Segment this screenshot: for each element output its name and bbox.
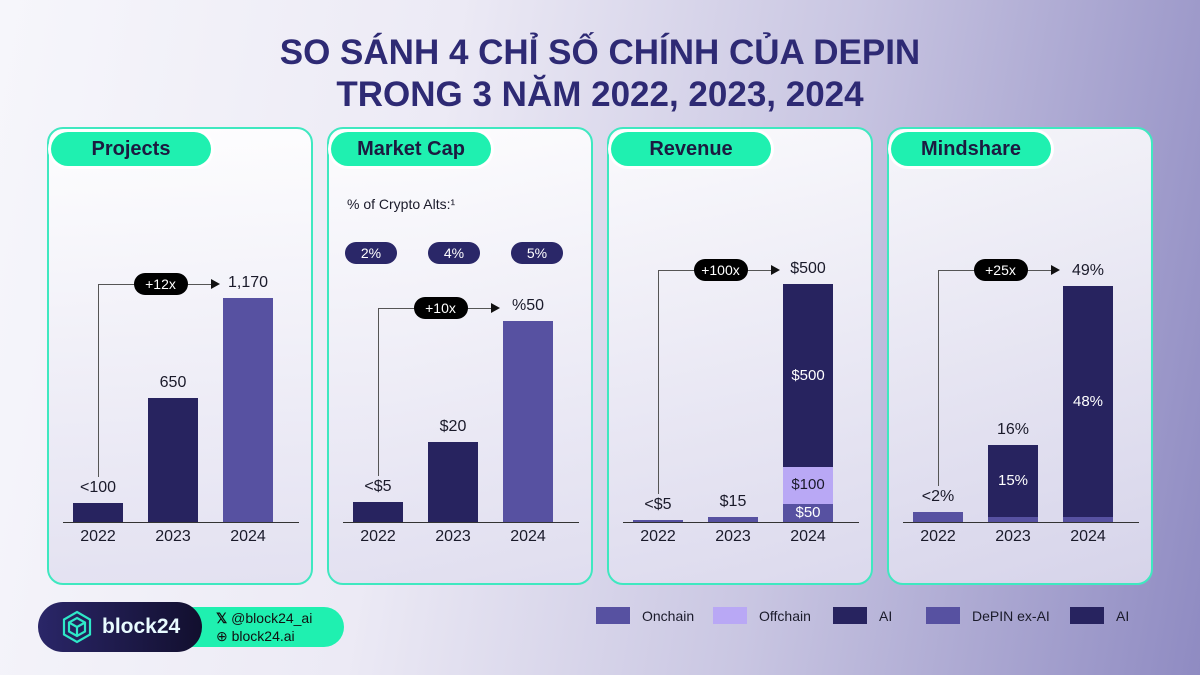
brand-name: block24 <box>102 615 181 638</box>
website-link[interactable]: ⊕ block24.ai <box>216 627 312 645</box>
legend-depin-ex-ai: DePIN ex-AI <box>926 607 1050 624</box>
legend-label: AI <box>879 607 893 624</box>
growth-multiplier: +12x <box>133 273 188 295</box>
legend-ai-mindshare: AI <box>1070 607 1129 624</box>
bar <box>73 502 123 522</box>
bar-ai <box>783 284 833 468</box>
growth-line <box>378 308 379 476</box>
growth-line <box>98 284 99 477</box>
bar-onchain <box>633 520 683 522</box>
growth-multiplier: +10x <box>413 297 468 319</box>
arrow-head-icon <box>771 265 780 275</box>
bar-segment-label: 15% <box>997 472 1029 490</box>
legend-label: Onchain <box>642 607 695 624</box>
bar-value-label: 16% <box>996 420 1030 438</box>
bar <box>223 298 273 522</box>
x-tick-label: 2023 <box>435 528 471 545</box>
share-pill: 2% <box>345 242 397 264</box>
bar-depin-ex-ai <box>913 512 963 522</box>
bar-offchain <box>783 467 833 504</box>
bar-onchain <box>708 516 758 522</box>
x-tick-label: 2024 <box>230 528 266 545</box>
legend-label: DePIN ex-AI <box>972 607 1050 624</box>
x-tick-label: 2024 <box>1070 528 1106 545</box>
baseline <box>903 522 1139 523</box>
legend-label: AI <box>1116 607 1130 624</box>
x-tick-label: 2024 <box>510 528 546 545</box>
title-line-2: TRONG 3 NĂM 2022, 2023, 2024 <box>336 75 864 114</box>
bar-segment-label: 48% <box>1072 392 1104 410</box>
chart-title-tab: Mindshare <box>891 132 1051 166</box>
legend-label: Offchain <box>759 607 811 624</box>
x-tick-label: 2024 <box>790 528 826 545</box>
bar-value-label: %50 <box>511 297 545 314</box>
x-icon: 𝕏 <box>216 610 232 626</box>
arrow-head-icon <box>1051 265 1060 275</box>
growth-line <box>658 270 659 494</box>
x-tick-label: 2022 <box>920 528 956 545</box>
bar <box>428 441 478 522</box>
x-tick-label: 2023 <box>995 528 1031 545</box>
baseline <box>623 522 859 523</box>
growth-multiplier: +25x <box>973 259 1028 281</box>
legend-offchain: Offchain <box>713 607 811 624</box>
bar-value-label: 650 <box>159 373 187 391</box>
bar-value-label: $20 <box>439 417 467 435</box>
bar-segment-label: $100 <box>791 476 825 494</box>
bar-depin-ex-ai <box>1063 517 1113 522</box>
growth-multiplier: +100x <box>693 259 748 281</box>
website-url: block24.ai <box>231 628 295 644</box>
bar <box>148 397 198 522</box>
twitter-link[interactable]: 𝕏 @block24_ai <box>216 609 312 627</box>
bar-value-label: 49% <box>1071 262 1105 279</box>
bar-segment-label: $50 <box>795 503 821 521</box>
bar <box>503 321 553 522</box>
chart-title-tab: Market Cap <box>331 132 491 166</box>
bar-value-label: $15 <box>719 492 747 510</box>
share-pill: 4% <box>428 242 480 264</box>
twitter-handle: @block24_ai <box>231 610 313 626</box>
x-tick-label: 2022 <box>80 528 116 545</box>
cube-logo-icon <box>62 610 92 644</box>
brand-badge: block24 𝕏 @block24_ai ⊕ block24.ai <box>38 602 344 652</box>
bar-ai <box>988 444 1038 518</box>
bar-value-label: <100 <box>79 478 117 496</box>
title-line-1: SO SÁNH 4 CHỈ SỐ CHÍNH CỦA DEPIN <box>279 33 921 72</box>
bar-value-label: <2% <box>921 488 955 506</box>
x-tick-label: 2023 <box>715 528 751 545</box>
bar-value-label: <$5 <box>364 477 392 495</box>
legend-ai-revenue: AI <box>833 607 892 624</box>
bar-value-label: $500 <box>790 260 826 277</box>
arrow-head-icon <box>211 279 220 289</box>
bar-value-label: <$5 <box>644 496 672 513</box>
bar-onchain <box>783 503 833 522</box>
bar-value-label: 1,170 <box>227 274 269 291</box>
bar <box>353 501 403 522</box>
x-tick-label: 2023 <box>155 528 191 545</box>
share-pill: 5% <box>511 242 563 264</box>
x-tick-label: 2022 <box>640 528 676 545</box>
chart-title-tab: Projects <box>51 132 211 166</box>
globe-icon: ⊕ <box>216 628 232 644</box>
growth-line <box>938 270 939 487</box>
chart-title-tab: Revenue <box>611 132 771 166</box>
x-tick-label: 2022 <box>360 528 396 545</box>
bar-segment-label: $500 <box>791 366 825 384</box>
bar-ai <box>1063 286 1113 518</box>
baseline <box>343 522 579 523</box>
chart-subtitle: % of Crypto Alts:¹ <box>347 196 456 212</box>
bar-depin-ex-ai <box>988 517 1038 522</box>
arrow-head-icon <box>491 303 500 313</box>
legend-onchain: Onchain <box>596 607 694 624</box>
baseline <box>63 522 299 523</box>
